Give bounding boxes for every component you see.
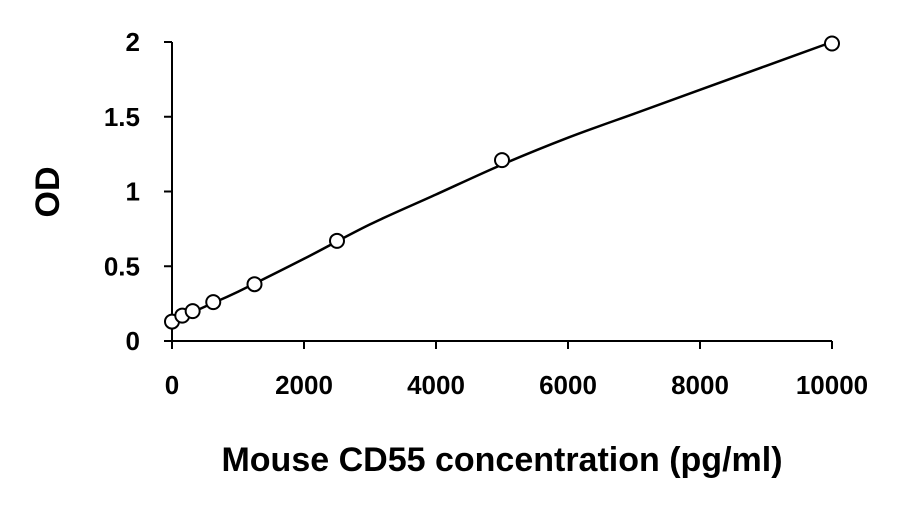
- y-tick-label: 0: [126, 326, 140, 356]
- data-point: [494, 152, 510, 169]
- data-point: [205, 294, 222, 311]
- data-point: [184, 303, 201, 320]
- x-tick-label: 4000: [407, 370, 465, 400]
- x-tick-label: 2000: [275, 370, 333, 400]
- data-point: [329, 232, 345, 249]
- x-tick-label: 10000: [796, 370, 868, 400]
- data-points: [164, 35, 840, 330]
- y-axis-title: OD: [29, 167, 67, 218]
- y-ticks: 0 0.5 1 1.5 2: [104, 27, 172, 356]
- x-tick-label: 8000: [671, 370, 729, 400]
- y-tick-label: 1.5: [104, 102, 140, 132]
- axes: [171, 42, 832, 342]
- data-point: [246, 276, 263, 293]
- x-ticks: 0 2000 4000 6000 8000 10000: [165, 341, 868, 400]
- fit-curve: [171, 40, 833, 323]
- x-tick-label: 6000: [539, 370, 597, 400]
- y-tick-label: 2: [126, 27, 140, 57]
- y-tick-label: 0.5: [104, 251, 140, 281]
- x-tick-label: 0: [165, 370, 179, 400]
- y-tick-label: 1: [126, 177, 140, 207]
- data-point: [824, 35, 840, 52]
- x-axis-title: Mouse CD55 concentration (pg/ml): [221, 441, 782, 479]
